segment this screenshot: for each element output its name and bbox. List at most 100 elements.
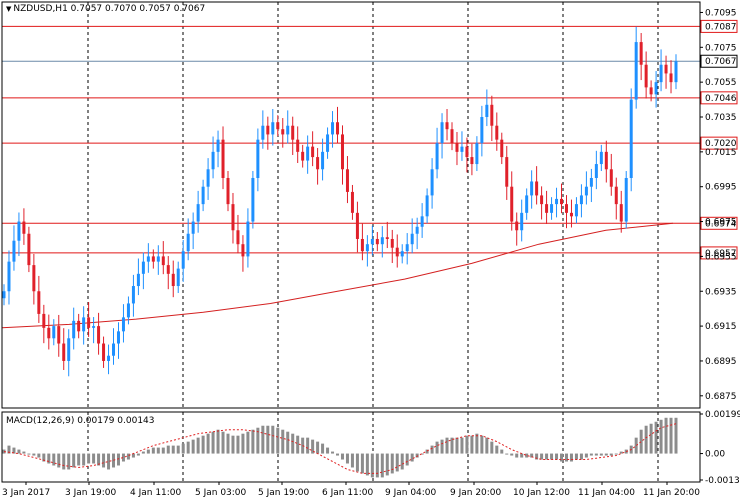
macd-histogram-bar: [345, 453, 349, 464]
macd-histogram-bar: [256, 427, 260, 454]
macd-histogram-bar: [311, 439, 315, 454]
macd-histogram-bar: [166, 445, 170, 454]
time-tick-label: 5 Jan 19:00: [258, 488, 310, 498]
level-tag-box: [700, 136, 738, 150]
macd-histogram-bar: [47, 453, 51, 464]
bull-candle: [435, 143, 439, 170]
current-price-tag-label: 0.7067: [705, 57, 737, 67]
current-price-tag-box: [700, 54, 738, 68]
macd-histogram-bar: [52, 453, 56, 466]
macd-histogram-bar: [360, 453, 364, 474]
bull-candle: [654, 82, 658, 95]
bear-candle: [161, 256, 165, 266]
bear-candle: [375, 238, 379, 245]
macd-signal-line: [3, 423, 677, 474]
bear-candle: [236, 230, 240, 245]
bull-candle: [306, 146, 310, 161]
time-tick-label: 11 Jan 04:00: [578, 488, 635, 498]
level-tag-box: [700, 19, 738, 33]
macd-histogram-bar: [72, 453, 76, 468]
bear-candle: [102, 343, 106, 361]
bull-candle: [286, 125, 290, 135]
bear-candle: [604, 151, 608, 170]
bull-candle: [475, 143, 479, 165]
macd-histogram-bar: [425, 449, 429, 454]
price-tick-label: 0.7015: [705, 148, 737, 158]
bear-candle: [231, 204, 235, 231]
bull-candle: [460, 146, 464, 152]
bull-candle: [2, 291, 6, 299]
bear-candle: [564, 204, 568, 213]
bull-candle: [321, 151, 325, 170]
macd-histogram-bar: [271, 425, 275, 454]
bull-candle: [107, 355, 111, 361]
macd-panel-border: [1, 411, 701, 483]
bear-candle: [77, 320, 81, 332]
bull-candle: [72, 320, 76, 339]
bull-candle: [629, 99, 633, 178]
macd-histogram-bar: [216, 429, 220, 454]
macd-histogram-bar: [370, 453, 374, 478]
macd-histogram-bar: [465, 435, 469, 454]
bear-candle: [336, 122, 340, 135]
bear-candle: [276, 122, 280, 130]
macd-histogram-bar: [430, 445, 434, 454]
bull-candle: [674, 61, 678, 83]
time-tick-label: 9 Jan 20:00: [450, 488, 502, 498]
macd-histogram-bar: [350, 453, 354, 468]
price-tick-label: 0.7055: [705, 78, 737, 88]
macd-histogram-bar: [121, 453, 125, 462]
macd-histogram-bar: [107, 453, 111, 470]
bear-candle: [151, 256, 155, 262]
price-tick-label: 0.6975: [705, 218, 737, 228]
macd-histogram-bar: [619, 451, 623, 454]
bear-candle: [360, 238, 364, 252]
bear-candle: [450, 129, 454, 144]
bear-candle: [171, 273, 175, 287]
macd-histogram-bar: [231, 435, 235, 454]
time-tick-label: 11 Jan 20:00: [643, 488, 700, 498]
bear-candle: [166, 265, 170, 274]
macd-histogram-bar: [599, 453, 603, 456]
macd-histogram-bar: [291, 433, 295, 454]
macd-tick-label: 0.00: [705, 450, 725, 460]
level-tag-box: [700, 91, 738, 105]
macd-histogram-bar: [515, 453, 519, 458]
bull-candle: [67, 338, 71, 361]
macd-histogram-bar: [445, 437, 449, 454]
bear-candle: [345, 169, 349, 192]
bear-candle: [495, 125, 499, 140]
macd-histogram-bar: [609, 453, 613, 456]
bear-candle: [649, 87, 653, 95]
bull-candle: [555, 198, 559, 205]
macd-header: MACD(12,26,9) 0.00179 0.00143: [6, 416, 155, 426]
macd-histogram-bar: [480, 435, 484, 454]
macd-histogram-bar: [555, 453, 559, 460]
bull-candle: [365, 244, 369, 252]
candlestick-series: [2, 26, 678, 377]
dropdown-triangle-icon[interactable]: ▼: [6, 5, 12, 13]
bear-candle: [62, 343, 66, 361]
bear-candle: [47, 327, 51, 339]
macd-histogram-bar: [326, 447, 330, 454]
macd-histogram-bar: [276, 427, 280, 454]
bull-candle: [191, 221, 195, 234]
bull-candle: [52, 326, 56, 339]
time-tick-label: 3 Jan 19:00: [65, 488, 117, 498]
bull-candle: [201, 186, 205, 205]
macd-histogram-bar: [156, 447, 160, 454]
bull-candle: [440, 122, 444, 144]
time-tick-label: 10 Jan 12:00: [513, 488, 570, 498]
macd-histogram-bar: [306, 437, 310, 454]
macd-histogram-bar: [181, 443, 185, 454]
bear-candle: [355, 212, 359, 239]
macd-histogram-bar: [460, 437, 464, 454]
bull-candle: [216, 139, 220, 152]
bull-candle: [261, 125, 265, 140]
bear-candle: [545, 204, 549, 213]
bear-candle: [465, 146, 469, 158]
bull-candle: [530, 181, 534, 196]
